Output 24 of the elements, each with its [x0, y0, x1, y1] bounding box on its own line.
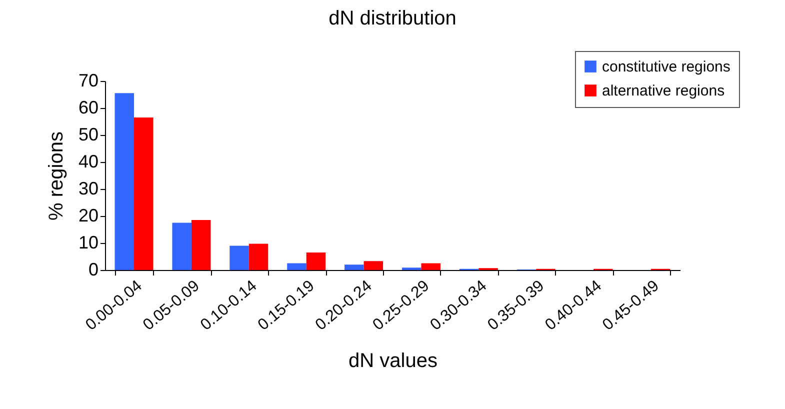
bar	[306, 252, 326, 270]
bar	[114, 93, 134, 270]
bar	[134, 117, 154, 270]
x-axis-title: dN values	[348, 350, 438, 372]
y-tick-label: 70	[78, 70, 98, 90]
y-tick-label: 50	[78, 124, 98, 144]
legend-label: constitutive regions	[602, 58, 730, 76]
bar	[344, 264, 364, 270]
y-axis-title: % regions	[45, 132, 68, 220]
legend-label: alternative regions	[602, 82, 725, 100]
bar	[421, 263, 440, 270]
y-tick-label: 40	[78, 152, 98, 172]
bar	[287, 263, 306, 270]
y-tick-label: 20	[78, 206, 98, 226]
y-tick-label: 10	[78, 232, 98, 252]
y-tick-label: 60	[78, 98, 98, 118]
y-tick-label: 0	[88, 260, 98, 280]
bar	[191, 220, 211, 270]
bar	[364, 261, 384, 270]
bar	[172, 222, 192, 270]
chart-title: dN distribution	[328, 8, 456, 30]
bar	[230, 246, 249, 270]
y-tick-label: 30	[78, 178, 98, 198]
bar	[248, 244, 268, 270]
